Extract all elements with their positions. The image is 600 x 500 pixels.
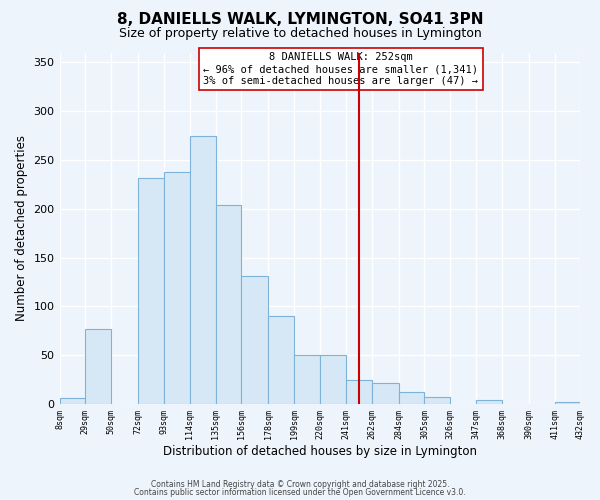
Text: Contains public sector information licensed under the Open Government Licence v3: Contains public sector information licen… bbox=[134, 488, 466, 497]
Bar bbox=[371, 382, 398, 404]
Bar bbox=[190, 136, 215, 404]
Text: 8, DANIELLS WALK, LYMINGTON, SO41 3PN: 8, DANIELLS WALK, LYMINGTON, SO41 3PN bbox=[117, 12, 483, 28]
Bar bbox=[320, 356, 346, 404]
Bar bbox=[398, 392, 424, 404]
Y-axis label: Number of detached properties: Number of detached properties bbox=[15, 136, 28, 322]
Bar bbox=[424, 397, 450, 404]
X-axis label: Distribution of detached houses by size in Lymington: Distribution of detached houses by size … bbox=[163, 444, 477, 458]
Bar bbox=[268, 316, 294, 404]
Bar bbox=[85, 329, 111, 404]
Text: Contains HM Land Registry data © Crown copyright and database right 2025.: Contains HM Land Registry data © Crown c… bbox=[151, 480, 449, 489]
Bar bbox=[215, 205, 241, 404]
Bar bbox=[241, 276, 268, 404]
Bar bbox=[164, 172, 190, 404]
Bar bbox=[346, 380, 371, 404]
Text: Size of property relative to detached houses in Lymington: Size of property relative to detached ho… bbox=[119, 28, 481, 40]
Bar bbox=[554, 402, 580, 404]
Bar bbox=[138, 178, 164, 404]
Text: 8 DANIELLS WALK: 252sqm
← 96% of detached houses are smaller (1,341)
3% of semi-: 8 DANIELLS WALK: 252sqm ← 96% of detache… bbox=[203, 52, 478, 86]
Bar bbox=[294, 356, 320, 404]
Bar bbox=[476, 400, 502, 404]
Bar bbox=[59, 398, 85, 404]
